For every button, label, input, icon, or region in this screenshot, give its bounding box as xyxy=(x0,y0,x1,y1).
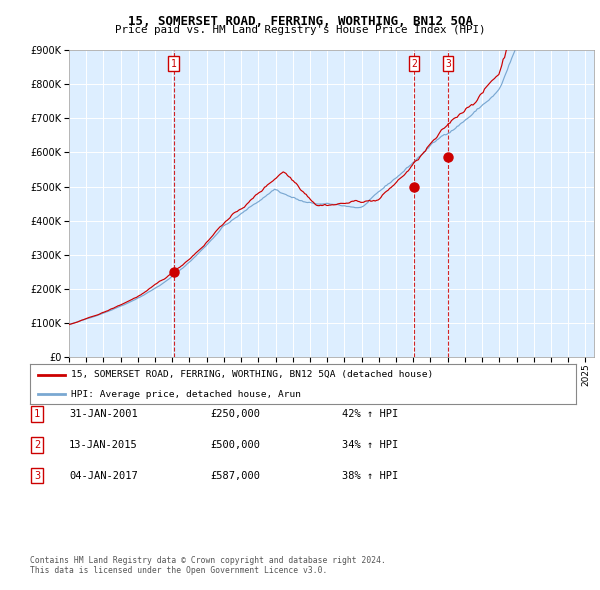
Text: 1: 1 xyxy=(171,59,176,69)
Text: 34% ↑ HPI: 34% ↑ HPI xyxy=(342,440,398,450)
Text: 3: 3 xyxy=(445,59,451,69)
Text: Price paid vs. HM Land Registry's House Price Index (HPI): Price paid vs. HM Land Registry's House … xyxy=(115,25,485,35)
Text: 15, SOMERSET ROAD, FERRING, WORTHING, BN12 5QA (detached house): 15, SOMERSET ROAD, FERRING, WORTHING, BN… xyxy=(71,371,433,379)
Text: 38% ↑ HPI: 38% ↑ HPI xyxy=(342,471,398,480)
Text: £500,000: £500,000 xyxy=(210,440,260,450)
Text: £250,000: £250,000 xyxy=(210,409,260,419)
Text: 04-JAN-2017: 04-JAN-2017 xyxy=(69,471,138,480)
Text: This data is licensed under the Open Government Licence v3.0.: This data is licensed under the Open Gov… xyxy=(30,566,328,575)
Text: 2: 2 xyxy=(34,440,40,450)
Text: 1: 1 xyxy=(34,409,40,419)
Text: HPI: Average price, detached house, Arun: HPI: Average price, detached house, Arun xyxy=(71,389,301,399)
Text: £587,000: £587,000 xyxy=(210,471,260,480)
Text: 15, SOMERSET ROAD, FERRING, WORTHING, BN12 5QA: 15, SOMERSET ROAD, FERRING, WORTHING, BN… xyxy=(128,15,473,28)
Text: 42% ↑ HPI: 42% ↑ HPI xyxy=(342,409,398,419)
Text: Contains HM Land Registry data © Crown copyright and database right 2024.: Contains HM Land Registry data © Crown c… xyxy=(30,556,386,565)
Text: 3: 3 xyxy=(34,471,40,480)
Text: 13-JAN-2015: 13-JAN-2015 xyxy=(69,440,138,450)
Text: 2: 2 xyxy=(411,59,417,69)
Text: 31-JAN-2001: 31-JAN-2001 xyxy=(69,409,138,419)
